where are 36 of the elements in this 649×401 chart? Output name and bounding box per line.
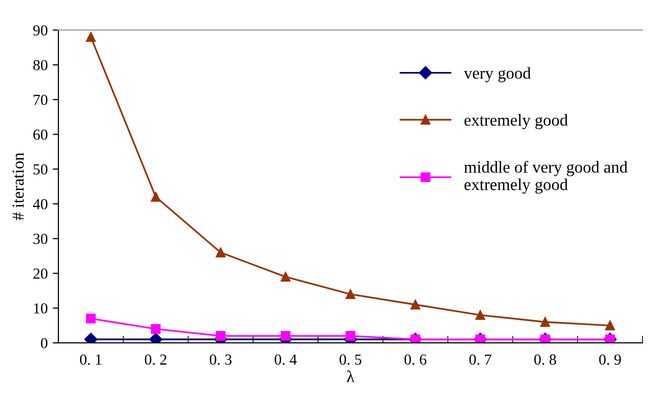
point bbox=[280, 272, 290, 282]
point bbox=[216, 248, 226, 258]
y-tick-label: 90 bbox=[33, 25, 48, 36]
y-tick-label: 30 bbox=[33, 234, 48, 244]
x-axis-title: λ bbox=[346, 370, 354, 382]
point bbox=[346, 289, 356, 300]
y-tick-label: 50 bbox=[34, 164, 48, 175]
y-tick-label: 80 bbox=[33, 60, 48, 70]
point bbox=[86, 32, 96, 42]
point bbox=[540, 317, 550, 327]
x-tick-label: 0. 3 bbox=[210, 354, 232, 365]
point bbox=[150, 192, 161, 202]
legend-label: middle of very good and extremely good bbox=[464, 160, 628, 194]
x-tick-label: 0. 7 bbox=[469, 354, 492, 365]
y-tick-label: 0 bbox=[40, 338, 48, 348]
x-tick-label: 0. 8 bbox=[534, 354, 556, 365]
point bbox=[86, 314, 96, 324]
y-tick-label: 70 bbox=[34, 94, 48, 106]
x-tick-label: 0. 6 bbox=[404, 354, 426, 365]
point bbox=[410, 334, 420, 343]
y-axis-title: # iteration bbox=[12, 152, 24, 220]
x-tick-label: 0. 1 bbox=[80, 354, 102, 365]
x-tick-label: 0. 2 bbox=[144, 354, 166, 365]
y-tick-label: 40 bbox=[33, 198, 48, 210]
x-tick-label: 0. 9 bbox=[599, 354, 621, 365]
point bbox=[410, 300, 420, 310]
point bbox=[475, 310, 486, 320]
point bbox=[150, 324, 161, 334]
y-tick-label: 20 bbox=[33, 268, 48, 279]
point bbox=[605, 320, 615, 330]
x-tick-label: 0. 4 bbox=[274, 354, 297, 365]
legend-label: extremely good bbox=[464, 114, 568, 130]
y-tick-label: 10 bbox=[34, 303, 48, 314]
legend-label: very good bbox=[464, 67, 531, 82]
y-tick-label: 60 bbox=[33, 129, 48, 140]
x-tick-label: 0. 5 bbox=[340, 354, 362, 365]
